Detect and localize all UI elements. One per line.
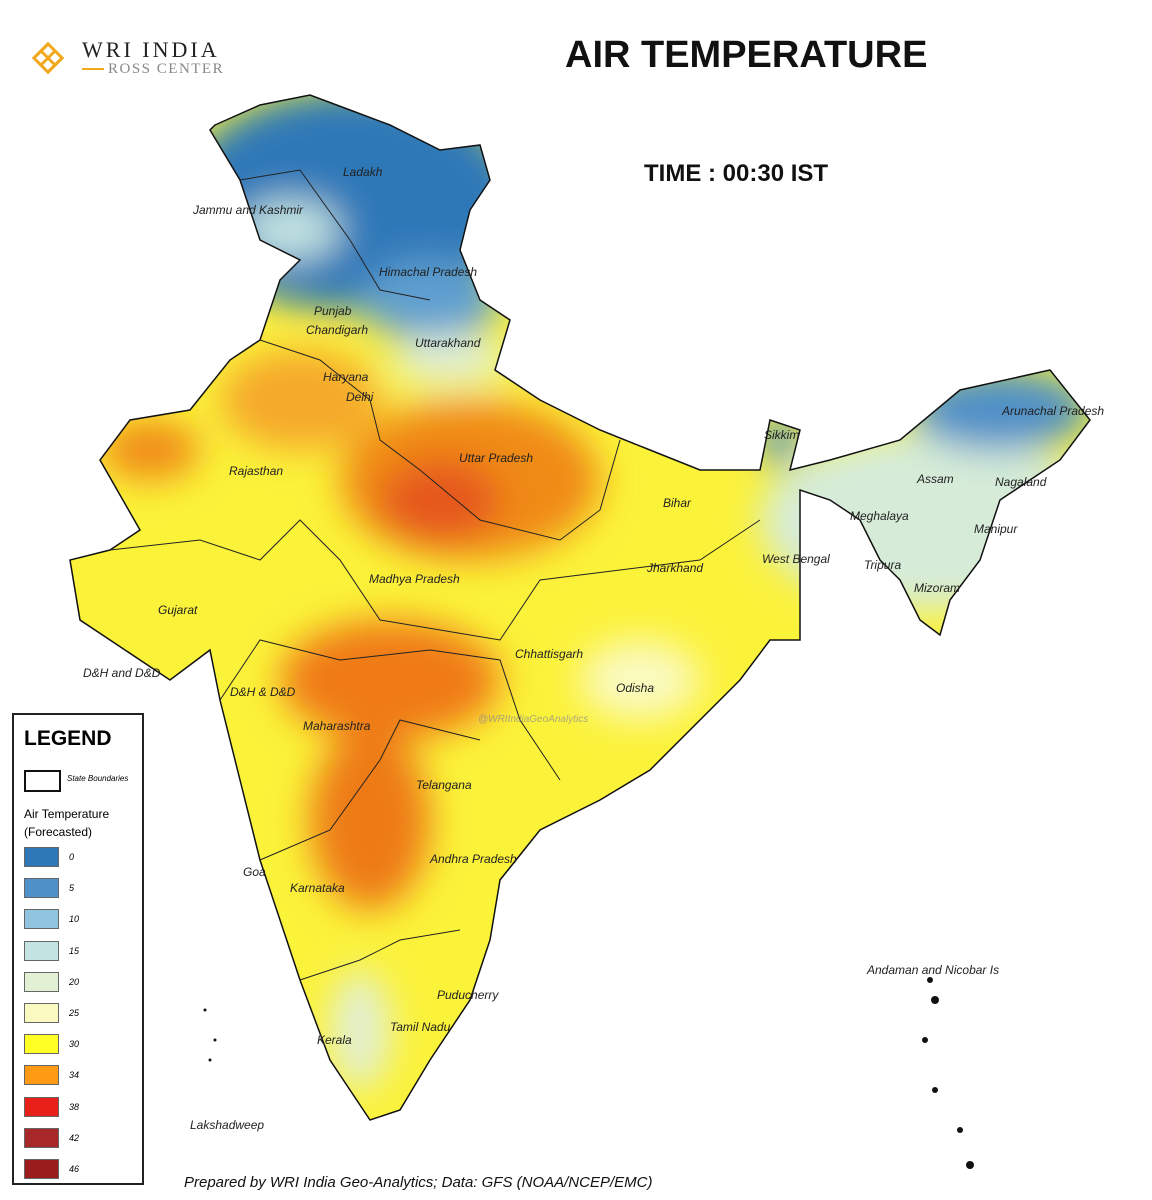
logo-main-text: WRI INDIA (82, 36, 220, 62)
legend-item: 5 (24, 878, 75, 899)
legend-swatch (24, 878, 59, 899)
legend-item: 15 (24, 940, 80, 961)
legend-value: 30 (69, 1039, 80, 1050)
state-label: Kerala (317, 1033, 352, 1047)
legend-swatch (24, 1127, 59, 1148)
legend-value: 15 (69, 945, 80, 956)
logo-knot-icon (31, 41, 65, 75)
state-label: Rajasthan (229, 464, 284, 478)
legend-value: 34 (69, 1070, 80, 1081)
state-label: Madhya Pradesh (369, 572, 460, 586)
state-label: Uttarakhand (415, 336, 481, 350)
legend-swatch (24, 1003, 59, 1023)
legend-value: 0 (69, 852, 75, 862)
state-label: Jharkhand (647, 561, 704, 575)
legend-title: LEGEND (24, 727, 112, 750)
state-label: Andaman and Nicobar Is (867, 963, 1000, 977)
state-label: Sikkim (764, 428, 800, 442)
state-label: Lakshadweep (190, 1118, 265, 1132)
state-label: Chhattisgarh (515, 647, 584, 661)
state-label: Tamil Nadu (390, 1020, 451, 1034)
state-label: Punjab (314, 304, 352, 318)
legend-swatch (24, 940, 59, 961)
legend-value: 46 (69, 1164, 80, 1174)
legend-swatch (24, 847, 59, 867)
state-label: Andhra Pradesh (430, 852, 517, 866)
legend-item: 30 (24, 1034, 80, 1055)
state-label: Uttar Pradesh (459, 451, 534, 465)
state-label: Meghalaya (850, 509, 909, 523)
legend-item: 38 (24, 1096, 80, 1117)
state-label: D&H & D&D (230, 685, 296, 699)
state-label: Goa (243, 865, 266, 879)
state-label: Odisha (616, 681, 655, 695)
legend-swatch (24, 971, 59, 992)
state-label: D&H and D&D (83, 666, 161, 680)
legend-swatch (24, 1159, 59, 1179)
legend: LEGEND State Boundaries Air Temperature … (12, 713, 144, 1185)
state-label: Puducherry (437, 988, 499, 1002)
state-label: Ladakh (343, 165, 383, 179)
state-label: Maharashtra (303, 719, 371, 733)
legend-swatch (24, 1065, 59, 1086)
state-label: Gujarat (158, 603, 198, 617)
time-label: TIME : 00:30 IST (644, 160, 829, 187)
legend-item: 46 (24, 1159, 79, 1179)
legend-swatch (24, 909, 59, 930)
state-boundary-swatch (24, 770, 61, 792)
state-label: Mizoram (914, 581, 961, 595)
legend-item: 0 (24, 847, 74, 867)
legend-swatch (24, 1034, 59, 1055)
legend-item: 42 (24, 1127, 80, 1148)
state-label: Haryana (323, 370, 369, 384)
map-title: AIR TEMPERATURE (565, 34, 928, 76)
legend-value: 42 (69, 1132, 80, 1143)
legend-value: 5 (69, 883, 75, 894)
legend-item: 10 (24, 909, 80, 930)
legend-value: 25 (69, 1008, 80, 1018)
state-label: Karnataka (290, 881, 345, 895)
state-label: Himachal Pradesh (379, 265, 478, 279)
state-label: Arunachal Pradesh (1002, 404, 1105, 418)
state-label: Manipur (974, 522, 1018, 536)
state-label: Delhi (346, 390, 374, 404)
legend-value: 10 (69, 914, 80, 925)
state-label: Assam (917, 472, 954, 486)
legend-value: 20 (69, 976, 80, 987)
state-label: Telangana (416, 778, 472, 792)
legend-item: 25 (24, 1003, 79, 1023)
state-boundary-label: State Boundaries (67, 774, 129, 783)
state-label: Tripura (864, 558, 902, 572)
watermark: @WRIIndiaGeoAnalytics (478, 714, 589, 725)
state-label: Chandigarh (306, 323, 369, 337)
wri-logo: WRI INDIA ROSS CENTER (28, 38, 224, 78)
legend-item: 34 (24, 1065, 80, 1086)
state-label: West Bengal (762, 552, 830, 566)
logo-sub-text: ROSS CENTER (108, 60, 225, 77)
state-label: Bihar (663, 496, 692, 510)
footer-credit: Prepared by WRI India Geo-Analytics; Dat… (184, 1174, 653, 1191)
legend-item: 20 (24, 971, 80, 992)
state-label: Nagaland (995, 475, 1047, 489)
state-label: Jammu and Kashmir (193, 203, 304, 217)
legend-value: 38 (69, 1101, 80, 1112)
scale-title: Air Temperature (Forecasted) (24, 807, 110, 839)
legend-swatch (24, 1096, 59, 1117)
